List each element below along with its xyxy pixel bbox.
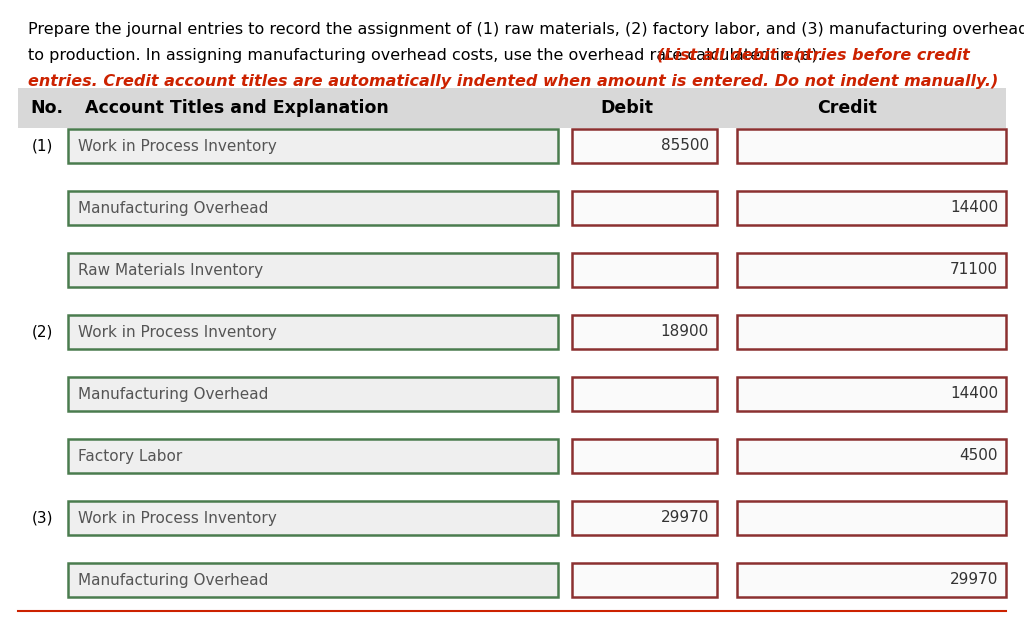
Bar: [572, 253, 717, 287]
Bar: [737, 129, 1006, 163]
Text: Debit: Debit: [600, 99, 653, 117]
Bar: [68, 439, 558, 473]
Text: Prepare the journal entries to record the assignment of (1) raw materials, (2) f: Prepare the journal entries to record th…: [28, 22, 1024, 37]
Bar: [18, 88, 1006, 128]
Text: Work in Process Inventory: Work in Process Inventory: [78, 138, 276, 153]
Bar: [737, 377, 1006, 411]
Text: entries. Credit account titles are automatically indented when amount is entered: entries. Credit account titles are autom…: [28, 74, 998, 89]
Text: 85500: 85500: [660, 138, 709, 153]
Text: 29970: 29970: [949, 572, 998, 588]
Bar: [737, 563, 1006, 597]
Text: Manufacturing Overhead: Manufacturing Overhead: [78, 572, 268, 588]
Text: (3): (3): [32, 510, 53, 526]
Bar: [68, 191, 558, 225]
Text: 14400: 14400: [950, 201, 998, 215]
Bar: [737, 439, 1006, 473]
Text: 29970: 29970: [660, 510, 709, 526]
Bar: [572, 315, 717, 349]
Text: Work in Process Inventory: Work in Process Inventory: [78, 324, 276, 340]
Text: 18900: 18900: [660, 324, 709, 340]
Bar: [737, 315, 1006, 349]
Text: 14400: 14400: [950, 387, 998, 401]
Bar: [572, 563, 717, 597]
Text: Work in Process Inventory: Work in Process Inventory: [78, 510, 276, 526]
Bar: [572, 377, 717, 411]
Bar: [68, 253, 558, 287]
Bar: [68, 501, 558, 535]
Text: Manufacturing Overhead: Manufacturing Overhead: [78, 387, 268, 401]
Bar: [68, 129, 558, 163]
Bar: [572, 439, 717, 473]
Text: Manufacturing Overhead: Manufacturing Overhead: [78, 201, 268, 215]
Bar: [572, 129, 717, 163]
Bar: [572, 191, 717, 225]
Text: 71100: 71100: [950, 263, 998, 278]
Bar: [68, 377, 558, 411]
Text: (2): (2): [32, 324, 53, 340]
Text: (List all debit entries before credit: (List all debit entries before credit: [656, 48, 970, 63]
Bar: [68, 563, 558, 597]
Bar: [737, 501, 1006, 535]
Text: Factory Labor: Factory Labor: [78, 449, 182, 463]
Text: Raw Materials Inventory: Raw Materials Inventory: [78, 263, 263, 278]
Bar: [737, 191, 1006, 225]
Text: (1): (1): [32, 138, 53, 153]
Text: Credit: Credit: [817, 99, 877, 117]
Text: 4500: 4500: [959, 449, 998, 463]
Text: Account Titles and Explanation: Account Titles and Explanation: [85, 99, 389, 117]
Bar: [572, 501, 717, 535]
Bar: [68, 315, 558, 349]
Text: No.: No.: [30, 99, 63, 117]
Text: to production. In assigning manufacturing overhead costs, use the overhead rate : to production. In assigning manufacturin…: [28, 48, 827, 63]
Bar: [737, 253, 1006, 287]
